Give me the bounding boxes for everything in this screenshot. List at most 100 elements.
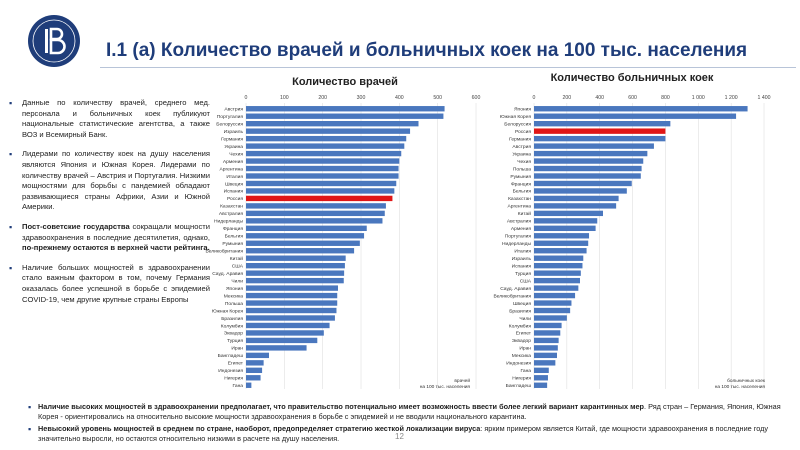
doctors-category-label: Мексика [224,293,243,299]
beds-bar [534,262,583,269]
doctors-category-label: США [232,263,244,269]
doctors-category-label: Германия [221,136,243,142]
beds-bar [534,195,619,202]
beds-bar [534,292,576,299]
doctors-bar [246,210,385,217]
beds-category-label: Франция [511,181,531,187]
doctors-category-label: Украина [224,144,243,150]
beds-legend-line1: больничных коек [727,378,766,384]
beds-bar [534,165,642,172]
doctors-bar [246,225,367,232]
beds-category-label: Япония [514,107,531,113]
doctors-bar [246,158,400,164]
beds-bar [534,128,666,134]
footer-text: . Ряд стран – Германия, Япония, Южная Ко… [38,402,781,421]
doctors-bar [246,143,405,149]
beds-bar [534,143,654,149]
beds-category-label: Турция [515,271,531,277]
beds-category-label: Мексика [512,353,531,359]
bullet-list: Данные по количеству врачей, среднего ме… [8,98,210,314]
beds-legend-line2: на 100 тыс. населения [715,384,766,390]
beds-bar [534,337,559,344]
bullet-item: Данные по количеству врачей, среднего ме… [8,98,210,140]
bullet-text: Данные по количеству врачей, среднего ме… [22,98,210,139]
doctors-bar [246,106,445,112]
beds-category-label: Германия [509,136,531,142]
footer-bold-text: Наличие высоких мощностей в здравоохране… [38,402,645,411]
beds-category-label: Чили [519,316,531,322]
doctors-category-label: Великобритания [205,249,243,255]
doctors-category-label: Южная Корея [212,308,244,314]
beds-bar [534,218,598,224]
doctors-bar [246,150,402,157]
beds-bar [534,225,596,232]
doctors-bar [246,307,337,314]
beds-category-label: Сауд. Аравия [500,286,531,292]
beds-bar [534,330,561,336]
beds-bar [534,135,666,142]
beds-category-label: Эквадор [512,338,531,344]
doctors-chart-title: Количество врачей [292,76,398,88]
beds-category-label: Бангладеш [506,383,531,389]
doctors-bar [246,233,365,239]
doctors-bar [246,285,338,291]
beds-category-label: Гана [520,368,531,374]
bullet-item: Наличие больших мощностей в здравоохране… [8,263,210,305]
beds-x-tick-label: 200 [563,95,572,101]
beds-category-label: Чехия [517,159,531,165]
footer-item: Невысокий уровень мощностей в среднем по… [28,424,786,444]
beds-category-label: Египет [516,331,532,337]
beds-x-tick-label: 400 [595,95,604,101]
beds-bar [534,345,558,351]
hse-logo-icon [28,15,80,67]
doctors-category-label: Аргентина [220,166,244,172]
beds-bar [534,106,748,112]
doctors-category-label: Чили [231,278,243,284]
doctors-category-label: Испания [224,189,244,195]
doctors-x-tick-label: 500 [433,95,442,101]
beds-category-label: Испания [512,263,532,269]
doctors-bar [246,375,261,381]
doctors-bar [246,330,324,336]
doctors-x-tick-label: 400 [395,95,404,101]
page-number: 12 [395,432,404,441]
doctors-bar [246,195,393,202]
doctors-category-label: Белоруссия [216,121,243,127]
beds-x-tick-label: 600 [628,95,637,101]
doctors-bar [246,345,307,351]
doctors-category-label: Нидерланды [214,219,244,225]
doctors-bar [246,188,395,194]
beds-category-label: США [520,278,532,284]
doctors-legend-line2: на 100 тыс. населения [420,384,471,390]
beds-category-label: Бразилия [509,308,531,314]
doctors-category-label: Гана [232,383,243,389]
doctors-bar [246,135,407,142]
beds-bar [534,233,590,239]
bullet-item: Пост-советские государства сокращали мощ… [8,222,210,254]
doctors-bar [246,113,444,119]
doctors-category-label: Сауд. Аравия [212,271,243,277]
doctors-bar [246,337,318,344]
beds-category-label: Нигерия [512,376,531,382]
beds-category-label: Аргентина [508,204,532,210]
doctors-category-label: Иран [231,346,243,352]
doctors-bar [246,218,383,224]
beds-bar [534,382,548,388]
beds-category-label: Польша [513,166,531,172]
doctors-category-label: Австрия [224,107,243,113]
title-divider [100,67,796,68]
doctors-category-label: Бангладеш [218,353,243,359]
doctors-category-label: Колумбия [221,323,244,329]
doctors-bar [246,315,335,321]
beds-category-label: Португалия [505,234,532,240]
beds-category-label: Иран [519,346,531,352]
beds-bar [534,307,571,314]
doctors-bar [246,360,264,366]
beds-category-label: Южная Корея [500,114,532,120]
footer-item: Наличие высоких мощностей в здравоохране… [28,402,786,422]
beds-bar [534,255,584,261]
footer-text: : ярким примером является Китай, где мощ… [38,424,769,443]
page-title: I.1 (а) Количество врачей и больничных к… [106,40,748,61]
beds-x-tick-label: 800 [661,95,670,101]
